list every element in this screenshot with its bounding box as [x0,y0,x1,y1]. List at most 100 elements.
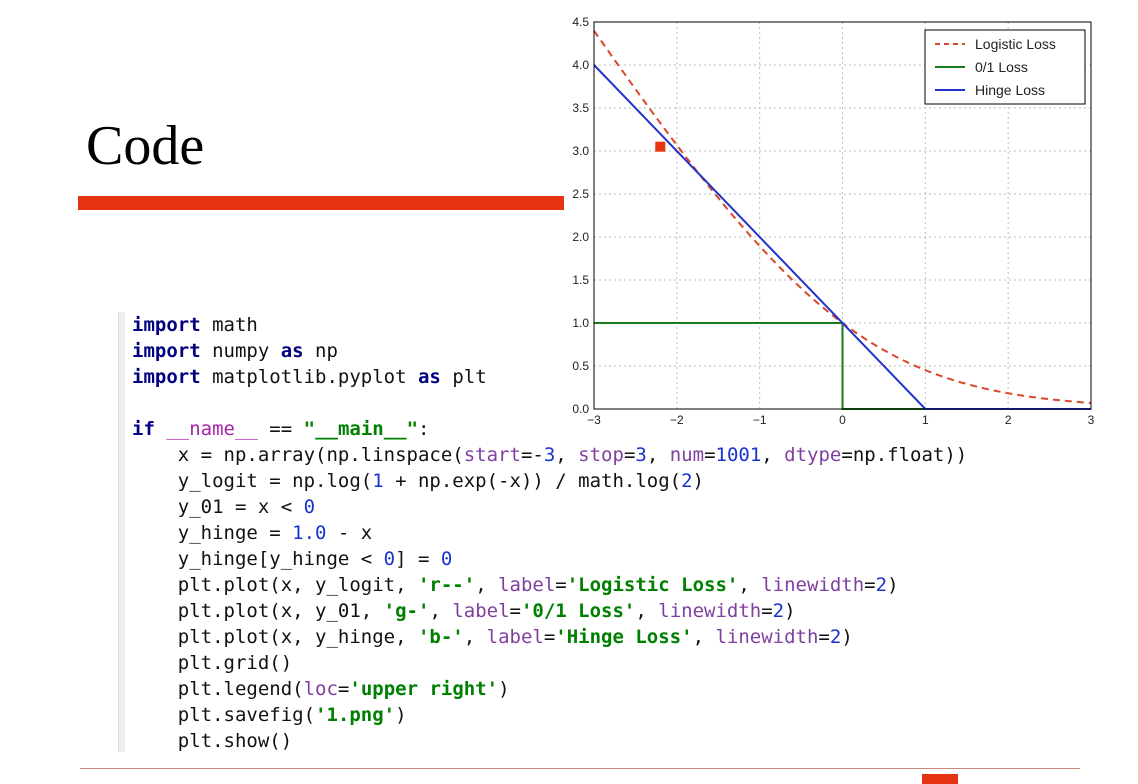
code-token: , [635,600,659,622]
code-token: = [761,600,773,622]
code-token: = [543,626,556,648]
code-token: , [475,574,499,596]
slide-title: Code [86,115,205,177]
code-token: =- [520,444,544,466]
code-token: plt.show() [132,730,293,752]
code-token: 0 [303,496,316,518]
x-tick-label: −2 [670,413,684,427]
code-line: plt.legend(loc='upper right') [132,676,967,702]
y-tick-label: 2.5 [572,187,589,201]
code-line: import numpy as np [132,338,967,364]
code-line: y_hinge[y_hinge < 0] = 0 [132,546,967,572]
code-token: ) [784,600,796,622]
code-token: import [132,314,201,336]
y-tick-label: 2.0 [572,230,589,244]
code-token: linewidth [761,574,865,596]
code-token: plt.plot(x, y_hinge, [132,626,418,648]
x-tick-label: −3 [587,413,601,427]
x-tick-label: 2 [1005,413,1012,427]
code-token: =np.float)) [841,444,968,466]
code-line: plt.plot(x, y_hinge, 'b-', label='Hinge … [132,624,967,650]
code-token: import [132,340,201,362]
code-token: matplotlib.pyplot [200,366,418,388]
code-token: x = np.array(np.linspace( [132,444,464,466]
code-token: 3 [543,444,556,466]
code-token: 3 [635,444,647,466]
code-line: plt.plot(x, y_01, 'g-', label='0/1 Loss'… [132,598,967,624]
code-token: '1.png' [315,704,396,726]
code-token: , [738,574,762,596]
y-tick-label: 0.0 [572,402,589,416]
code-token: 'b-' [417,626,464,648]
code-token: as [280,340,304,362]
code-line: import matplotlib.pyplot as plt [132,364,967,390]
code-line: if __name__ == "__main__": [132,416,967,442]
code-lines: import math import numpy as np import matp… [132,312,967,754]
bottom-divider [80,768,1080,769]
marker-point [655,141,666,152]
code-token: 1 [372,470,384,492]
code-line: y_01 = x < 0 [132,494,967,520]
code-block: import math import numpy as np import matp… [114,312,967,752]
code-token: math [200,314,258,336]
code-token: = [555,574,567,596]
code-token: , [761,444,785,466]
code-token: plt.grid() [132,652,293,674]
code-token: as [417,366,441,388]
code-token: __name__ [166,418,258,440]
y-tick-label: 1.0 [572,316,589,330]
code-token: 'r--' [417,574,476,596]
code-gutter [118,312,125,752]
y-tick-label: 0.5 [572,359,589,373]
code-line: y_hinge = 1.0 - x [132,520,967,546]
code-token: : [418,418,430,440]
code-token: linewidth [715,626,819,648]
y-tick-label: 3.5 [572,101,589,115]
code-token: plt.plot(x, y_logit, [132,574,418,596]
code-token: 2 [772,600,785,622]
code-token: + np.exp(-x)) / math.log( [383,470,682,492]
x-tick-label: 0 [839,413,846,427]
code-token: = [864,574,876,596]
code-token: , [429,600,453,622]
code-token: start [463,444,521,466]
code-token: y_hinge[y_hinge < [132,548,384,570]
code-token: linewidth [658,600,762,622]
code-token: label [486,626,544,648]
code-line: plt.plot(x, y_logit, 'r--', label='Logis… [132,572,967,598]
code-token: , [646,444,670,466]
code-token: ) [841,626,853,648]
code-token: import [132,366,201,388]
code-token: = [337,678,350,700]
code-token: 'Hinge Loss' [555,626,693,648]
code-token: dtype [784,444,842,466]
code-token: 2 [829,626,842,648]
code-token: num [669,444,705,466]
y-tick-label: 3.0 [572,144,589,158]
x-tick-label: 1 [922,413,929,427]
legend-label: Hinge Loss [975,82,1045,98]
code-token: y_hinge = [132,522,293,544]
code-token: ) [692,470,704,492]
code-token [155,418,166,440]
code-token: - x [326,522,373,544]
y-tick-label: 4.5 [572,15,589,29]
code-token: stop [578,444,624,466]
code-token: ) [887,574,899,596]
code-token: plt.plot(x, y_01, [132,600,384,622]
code-token: label [498,574,556,596]
code-token: , [692,626,716,648]
code-token: plt.legend( [132,678,304,700]
code-line: plt.grid() [132,650,967,676]
code-token: plt [440,366,487,388]
code-line: x = np.array(np.linspace(start=-3, stop=… [132,442,967,468]
code-token: 0 [383,548,396,570]
code-token: np [303,340,338,362]
code-token: 2 [875,574,888,596]
code-token: numpy [200,340,281,362]
code-token: 'g-' [383,600,430,622]
title-accent-bar [78,196,564,210]
y-tick-label: 4.0 [572,58,589,72]
code-token: 'Logistic Loss' [566,574,739,596]
code-token: ) [395,704,407,726]
